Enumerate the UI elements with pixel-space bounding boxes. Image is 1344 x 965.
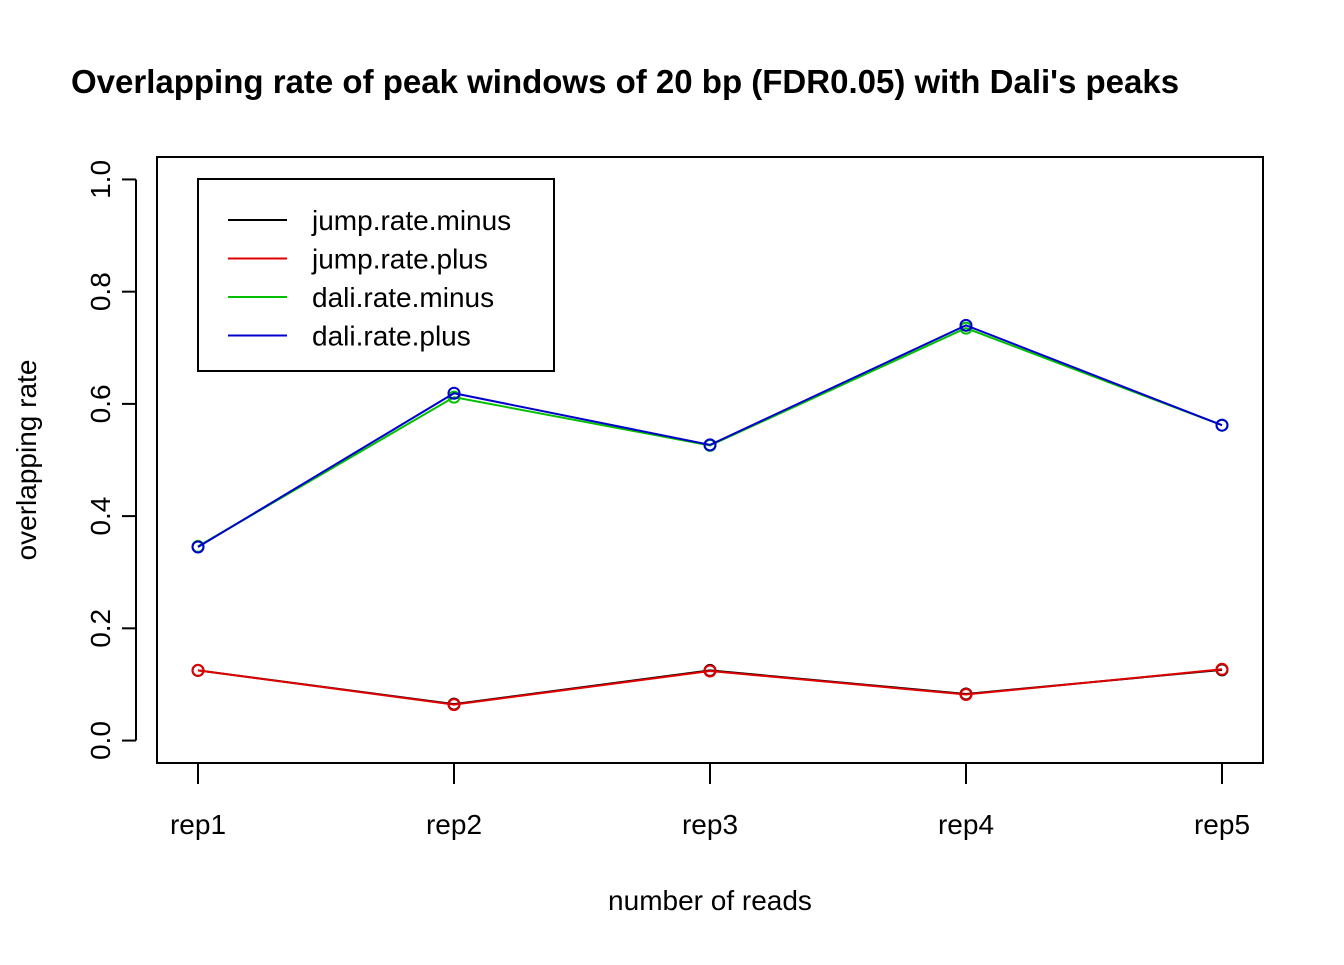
data-point [959,318,973,332]
data-point [959,688,973,702]
y-axis-label: overlapping rate [11,360,42,561]
data-point [703,664,717,678]
series-layer [191,318,1229,712]
legend-label: jump.rate.plus [311,244,488,275]
legend-label: dali.rate.minus [312,282,494,313]
data-point [191,663,205,677]
series-jump-rate-plus [191,662,1229,712]
y-tick-label: 0.6 [85,384,116,423]
data-point [447,698,461,712]
x-tick-label: rep4 [938,809,994,840]
legend-label: jump.rate.minus [311,205,511,236]
legend-box [197,178,555,372]
y-axis: 0.0 0.2 0.4 0.6 0.8 1.0 [85,160,137,760]
y-tick-label: 1.0 [85,160,116,199]
legend: jump.rate.minus jump.rate.plus dali.rate.m… [197,178,555,372]
y-tick-label: 0.0 [85,721,116,760]
x-tick-label: rep3 [682,809,738,840]
data-point [703,438,717,452]
x-tick-label: rep2 [426,809,482,840]
series-line [197,668,1223,706]
data-point [447,386,461,400]
chart-title: Overlapping rate of peak windows of 20 b… [71,63,1179,100]
y-tick-label: 0.8 [85,272,116,311]
y-tick-label: 0.4 [85,497,116,536]
x-axis-label: number of reads [608,885,812,916]
x-axis: rep1 rep2 rep3 rep4 rep5 [170,763,1250,840]
data-point [1215,418,1229,432]
y-tick-label: 0.2 [85,609,116,648]
x-tick-label: rep1 [170,809,226,840]
data-point [1215,662,1229,676]
legend-label: dali.rate.plus [312,321,471,352]
x-tick-label: rep5 [1194,809,1250,840]
series-line [197,324,1223,548]
series-dali-rate-plus [191,318,1229,554]
data-point [191,540,205,554]
